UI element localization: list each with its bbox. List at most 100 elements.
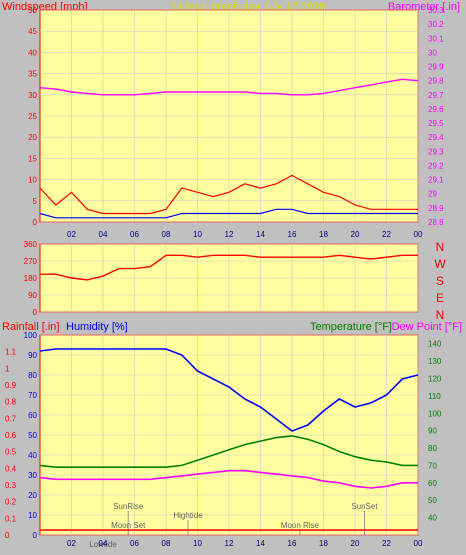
rainfall-tick-label: 1.1 bbox=[5, 348, 17, 357]
event-label: Moon Rise bbox=[281, 521, 320, 530]
x-tick-label: 04 bbox=[99, 230, 108, 239]
rainfall-tick-label: 0.8 bbox=[5, 398, 17, 407]
temperature-tick-label: 50 bbox=[428, 496, 437, 505]
temperature-tick-label: 110 bbox=[428, 392, 441, 401]
temperature-tick-label: 80 bbox=[428, 444, 437, 453]
humidity-line bbox=[39, 348, 419, 432]
humidity-tick-label: 10 bbox=[28, 511, 37, 520]
rainfall-tick-labels: 0 0.1 0.2 0.3 0.4 0.5 0.6 0.7 0.8 0.9 1 1.1 bbox=[5, 348, 17, 540]
windspeed-tick-label: 25 bbox=[28, 112, 37, 121]
rainfall-tick-label: 0 bbox=[5, 531, 10, 540]
panel2-series bbox=[40, 254, 418, 281]
humidity-tick-label: 60 bbox=[28, 411, 37, 420]
rainfall-tick-label: 0.4 bbox=[5, 464, 17, 473]
barometer-tick-label: 30.1 bbox=[428, 34, 444, 43]
compass-label: N bbox=[436, 240, 445, 254]
wind-direction-tick-labels: 0 90 180 270 360 bbox=[24, 240, 38, 317]
barometer-tick-label: 29.6 bbox=[428, 105, 444, 114]
dewpoint-line bbox=[39, 469, 418, 489]
wind-direction-tick-label: 0 bbox=[33, 308, 38, 317]
barometer-tick-label: 30.3 bbox=[428, 6, 444, 15]
panel3-series bbox=[39, 348, 419, 531]
wind-direction-tick-label: 360 bbox=[24, 240, 38, 249]
windspeed-tick-label: 0 bbox=[33, 218, 38, 227]
wind-direction-tick-label: 270 bbox=[24, 257, 38, 266]
humidity-tick-label: 100 bbox=[24, 331, 38, 340]
x-tick-label: 20 bbox=[351, 539, 360, 548]
x-tick-label: 06 bbox=[130, 230, 139, 239]
x-tick-label: 10 bbox=[193, 230, 202, 239]
x-tick-label: 18 bbox=[319, 230, 328, 239]
panel2-grid bbox=[40, 243, 419, 313]
x-tick-label: 16 bbox=[288, 230, 297, 239]
panel1-grid bbox=[40, 9, 419, 223]
rainfall-tick-label: 0.7 bbox=[5, 414, 17, 423]
windspeed-tick-label: 40 bbox=[28, 48, 37, 57]
panel1-x-tick-labels: 02 04 06 08 10 12 14 16 18 20 22 00 bbox=[67, 230, 423, 239]
humidity-tick-label: 20 bbox=[28, 491, 37, 500]
wind-direction-tick-label: 180 bbox=[24, 274, 38, 283]
humidity-tick-label: 80 bbox=[28, 371, 37, 380]
x-tick-label: 16 bbox=[288, 539, 297, 548]
compass-label: S bbox=[436, 274, 444, 288]
x-tick-label: 02 bbox=[67, 539, 76, 548]
temperature-tick-label: 60 bbox=[428, 479, 437, 488]
windspeed-tick-label: 10 bbox=[28, 176, 37, 185]
x-tick-label: 04 bbox=[99, 539, 108, 548]
barometer-tick-label: 28.8 bbox=[428, 218, 444, 227]
barometer-tick-label: 29.1 bbox=[428, 176, 444, 185]
compass-label: N bbox=[436, 308, 445, 322]
x-tick-label: 12 bbox=[225, 539, 234, 548]
windspeed-tick-label: 50 bbox=[28, 6, 37, 15]
wind-direction-line bbox=[40, 254, 418, 281]
event-label: SunSet bbox=[351, 502, 378, 511]
temperature-tick-label: 100 bbox=[428, 409, 442, 418]
x-tick-label: 00 bbox=[414, 230, 423, 239]
barometer-tick-label: 29.9 bbox=[428, 63, 444, 72]
rainfall-tick-label: 0.1 bbox=[5, 514, 17, 523]
rainfall-tick-label: 1 bbox=[5, 364, 10, 373]
windspeed-avg-line bbox=[39, 208, 418, 219]
barometer-tick-label: 30.2 bbox=[428, 20, 444, 29]
barometer-tick-label: 28.9 bbox=[428, 204, 444, 213]
rainfall-tick-label: 0.3 bbox=[5, 481, 17, 490]
barometer-tick-label: 30 bbox=[428, 48, 437, 57]
event-label: Lowtide bbox=[89, 540, 117, 549]
windspeed-tick-label: 45 bbox=[28, 27, 37, 36]
temperature-tick-label: 130 bbox=[428, 357, 442, 366]
humidity-tick-label: 50 bbox=[28, 431, 37, 440]
x-tick-label: 00 bbox=[414, 539, 423, 548]
temperature-line bbox=[39, 435, 418, 469]
humidity-tick-label: 30 bbox=[28, 471, 37, 480]
rainfall-tick-label: 0.5 bbox=[5, 448, 17, 457]
barometer-tick-label: 29.2 bbox=[428, 161, 444, 170]
windspeed-tick-label: 35 bbox=[28, 70, 37, 79]
rainfall-tick-label: 0.2 bbox=[5, 498, 17, 507]
event-label: Hightide bbox=[173, 511, 203, 520]
humidity-tick-label: 70 bbox=[28, 391, 37, 400]
barometer-tick-label: 29.4 bbox=[428, 133, 444, 142]
x-tick-label: 06 bbox=[130, 539, 139, 548]
x-tick-label: 08 bbox=[162, 539, 171, 548]
x-tick-label: 14 bbox=[256, 230, 265, 239]
temperature-tick-label: 140 bbox=[428, 340, 442, 349]
x-tick-label: 14 bbox=[256, 539, 265, 548]
x-tick-label: 20 bbox=[351, 230, 360, 239]
x-tick-label: 10 bbox=[193, 539, 202, 548]
humidity-tick-label: 40 bbox=[28, 451, 37, 460]
x-tick-label: 22 bbox=[382, 230, 391, 239]
x-tick-label: 02 bbox=[67, 230, 76, 239]
panel3-x-tick-labels: 02 04 06 08 10 12 14 16 18 20 22 00 bbox=[67, 539, 423, 548]
x-tick-label: 12 bbox=[225, 230, 234, 239]
temperature-tick-label: 70 bbox=[428, 461, 437, 470]
x-tick-label: 22 bbox=[382, 539, 391, 548]
wind-direction-tick-label: 90 bbox=[28, 291, 37, 300]
temperature-tick-label: 90 bbox=[428, 427, 437, 436]
barometer-tick-label: 29.7 bbox=[428, 91, 444, 100]
event-label: SunRise bbox=[113, 502, 144, 511]
temperature-tick-label: 120 bbox=[428, 374, 442, 383]
